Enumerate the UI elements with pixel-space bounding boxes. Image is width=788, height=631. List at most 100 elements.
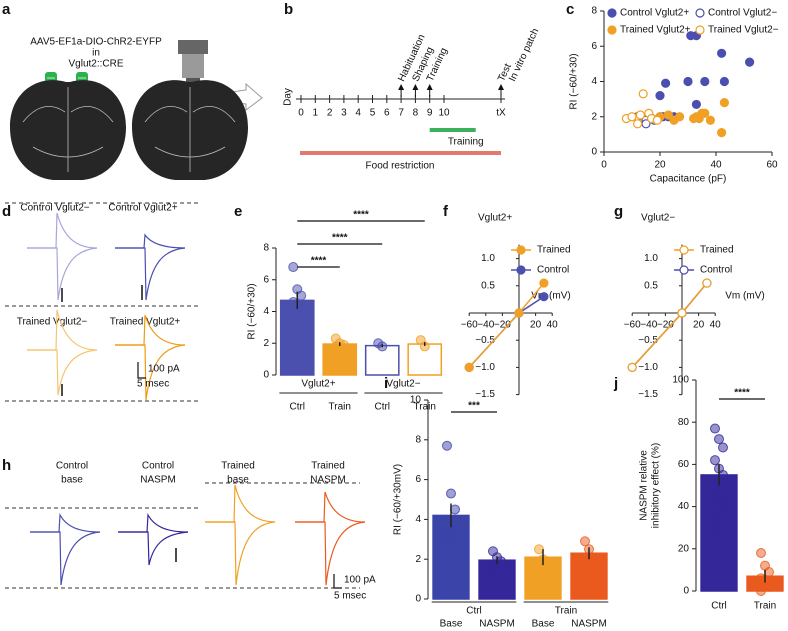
data-point — [714, 491, 724, 502]
point — [635, 110, 646, 120]
data-point — [764, 567, 774, 578]
data-point — [580, 536, 590, 547]
y-tick-label: 10 — [410, 395, 422, 406]
y-tick-label: −1.5 — [638, 389, 658, 400]
day-label: 9 — [427, 108, 433, 119]
y-axis-label: RI (−60/+30) — [247, 283, 258, 339]
day-label: 10 — [438, 108, 450, 119]
point — [691, 99, 702, 110]
y-tick-label: 0 — [591, 147, 597, 158]
scale-time: 5 msec — [334, 591, 366, 602]
x-tick-label: 20 — [530, 320, 542, 331]
data-point — [756, 548, 766, 559]
trace — [295, 491, 366, 523]
data-point — [330, 341, 341, 352]
y-tick-label: −1.0 — [475, 362, 495, 373]
category-label: Train — [414, 402, 436, 413]
day-label: 0 — [298, 108, 304, 119]
significance-label: **** — [332, 233, 348, 244]
point — [632, 119, 643, 129]
x-tick-label: −40 — [477, 320, 494, 331]
legend-label: Trained — [700, 245, 734, 256]
point — [716, 128, 727, 138]
group-label: Ctrl — [466, 606, 482, 617]
legend-label: Control — [700, 265, 732, 276]
data-point — [534, 544, 544, 555]
data-point — [446, 534, 456, 545]
y-tick-label: 20 — [678, 543, 690, 554]
group-label: Train — [555, 606, 577, 617]
y-tick-label: 0 — [415, 594, 421, 605]
x-tick-label: −40 — [640, 320, 657, 331]
y-tick-label: −0.5 — [638, 335, 658, 346]
data-point — [296, 290, 307, 301]
virus-label: AAV5-EF1a-DIO-ChR2-EYFP — [30, 37, 162, 48]
data-point — [714, 434, 724, 445]
y-tick-label: −0.5 — [475, 335, 495, 346]
trace — [30, 531, 101, 586]
x-tick-label: −60 — [624, 320, 641, 331]
legend-marker — [679, 265, 689, 275]
trace — [27, 309, 98, 351]
day-label: 5 — [370, 108, 376, 119]
data-point — [580, 562, 590, 573]
bar — [432, 514, 470, 600]
brain-outline — [144, 87, 236, 172]
y-tick-label: 4 — [415, 514, 421, 525]
category-label: Base — [440, 619, 463, 630]
y-tick-label: 4 — [591, 76, 597, 87]
line-marker — [702, 278, 712, 288]
y-tick-label: −1.0 — [638, 362, 658, 373]
trace — [27, 212, 98, 249]
data-point — [764, 581, 774, 592]
y-tick-label: 2 — [591, 111, 597, 122]
significance-label: **** — [311, 256, 327, 267]
point — [716, 48, 727, 58]
y-axis-label: RI (−60/+30mV) — [393, 464, 404, 535]
training-bar — [429, 128, 476, 132]
significance-label: **** — [734, 388, 750, 399]
category-label: Train — [754, 601, 776, 612]
y-tick-label: 100 — [672, 375, 689, 386]
food-bar — [300, 151, 501, 155]
data-point — [714, 522, 724, 533]
scale-current: 100 pA — [344, 575, 376, 586]
day-label: 3 — [341, 108, 347, 119]
scale-current: 100 pA — [148, 364, 180, 375]
event-label: In vitro patch — [507, 27, 541, 84]
point — [627, 112, 637, 122]
y-tick-label: 0.5 — [644, 280, 658, 291]
x-tick-label: 20 — [693, 320, 705, 331]
y-tick-label: 2 — [415, 554, 421, 565]
x-tick-label: 20 — [654, 160, 666, 171]
x-axis-label: Vm (mV) — [725, 291, 764, 302]
mouse-line: Vglut2::CRE — [68, 59, 123, 70]
significance-label: *** — [468, 401, 480, 412]
category-label: Base — [532, 619, 555, 630]
y-tick-label: 8 — [591, 6, 597, 17]
y-tick-label: 4 — [263, 306, 269, 317]
point — [655, 90, 665, 101]
line-marker — [539, 292, 549, 302]
legend-marker — [607, 8, 617, 18]
line — [468, 296, 545, 368]
point — [663, 110, 674, 120]
training-bar-label: Training — [448, 137, 484, 148]
panel-label: c — [566, 1, 574, 18]
x-tick-label: −60 — [461, 320, 478, 331]
y-tick-label: 0 — [683, 586, 689, 597]
data-point — [756, 586, 766, 596]
category-label: Ctrl — [711, 601, 727, 612]
y-tick-label: 80 — [678, 417, 690, 428]
data-point — [450, 504, 460, 515]
legend-label: Control — [537, 265, 569, 276]
point — [700, 108, 710, 118]
data-point — [588, 554, 598, 565]
x-tick-label: 40 — [710, 320, 722, 331]
virus-in: in — [92, 48, 100, 59]
point — [683, 76, 693, 87]
trace — [115, 314, 186, 346]
group-label: Vglut2− — [386, 379, 420, 390]
legend-label: Trained Vglut2− — [708, 25, 779, 36]
legend-label: Trained — [537, 245, 571, 256]
